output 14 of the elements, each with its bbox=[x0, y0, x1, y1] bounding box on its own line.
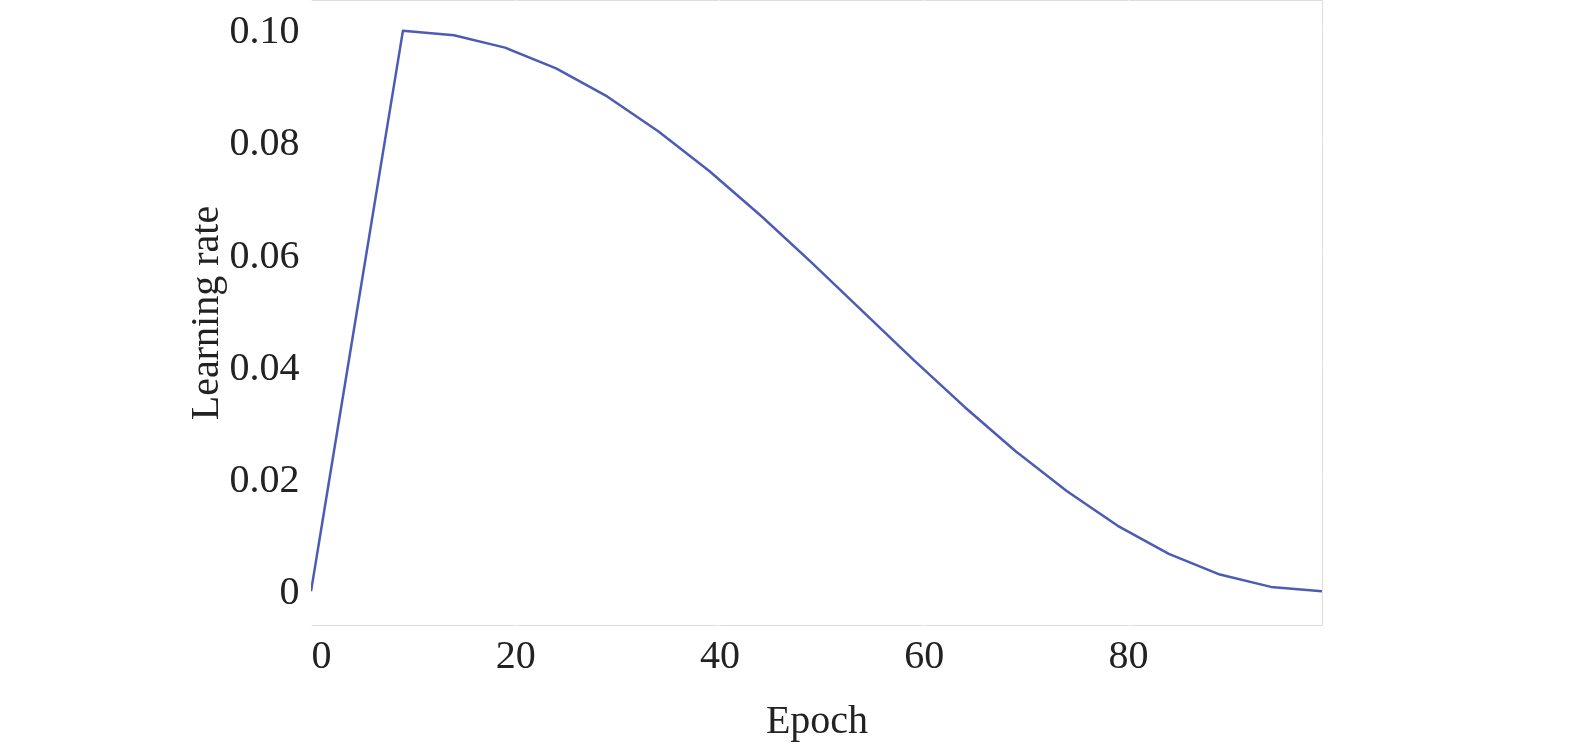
x-tick-label: 60 bbox=[904, 631, 945, 677]
y-axis-title: Learning rate bbox=[181, 205, 227, 421]
x-axis-title: Epoch bbox=[765, 696, 869, 742]
y-tick-label: 0.04 bbox=[229, 343, 300, 389]
line-series bbox=[311, 29, 1322, 593]
x-tick-label: 0 bbox=[311, 631, 332, 677]
x-tick-label: 80 bbox=[1108, 631, 1149, 677]
y-tick-label: 0 bbox=[279, 567, 300, 613]
y-tick-label: 0.08 bbox=[229, 119, 300, 165]
y-tick-label: 0.10 bbox=[229, 7, 300, 53]
x-tick-label: 40 bbox=[699, 631, 740, 677]
y-tick-label: 0.02 bbox=[229, 455, 300, 501]
x-tick-label: 20 bbox=[495, 631, 536, 677]
y-tick-label: 0.06 bbox=[229, 231, 300, 277]
